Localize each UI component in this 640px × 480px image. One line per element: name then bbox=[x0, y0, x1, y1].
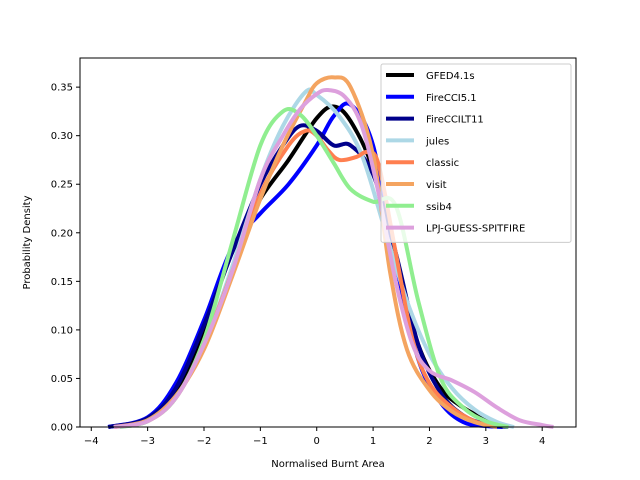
legend-label-jules: jules bbox=[425, 136, 449, 147]
legend-label-firecci5-1: FireCCI5.1 bbox=[426, 93, 477, 104]
plot-frame bbox=[79, 57, 577, 428]
plot-layer bbox=[107, 75, 554, 429]
y-tick-label: 0.00 bbox=[51, 423, 73, 434]
y-tick-label: 0.05 bbox=[51, 374, 73, 385]
x-tick-label: −1 bbox=[253, 436, 268, 447]
y-tick-label: 0.30 bbox=[51, 131, 73, 142]
y-tick-label: 0.25 bbox=[51, 180, 73, 191]
series-line-lpj-guess-spitfire bbox=[113, 87, 554, 429]
x-tick-label: 2 bbox=[426, 436, 432, 447]
legend-label-fireccilt11: FireCCILT11 bbox=[426, 115, 484, 126]
legend-label-visit: visit bbox=[426, 180, 447, 191]
x-tick-label: 0 bbox=[314, 436, 320, 447]
y-tick-label: 0.20 bbox=[51, 228, 73, 239]
y-tick-label: 0.15 bbox=[51, 277, 73, 288]
x-tick-label: 4 bbox=[539, 436, 545, 447]
x-tick-label: −3 bbox=[140, 436, 155, 447]
x-tick-label: 1 bbox=[370, 436, 376, 447]
legend-label-lpj-guess-spitfire: LPJ-GUESS-SPITFIRE bbox=[426, 224, 525, 235]
legend: GFED4.1s FireCCI5.1 FireCCILT11 jules classi… bbox=[380, 63, 572, 243]
y-tick-label: 0.35 bbox=[51, 83, 73, 94]
legend-label-classic: classic bbox=[426, 158, 459, 169]
legend-label-gfed4-1s: GFED4.1s bbox=[426, 71, 475, 82]
legend-box bbox=[380, 63, 572, 243]
legend-label-ssib4: ssib4 bbox=[426, 202, 452, 213]
x-tick-label: 3 bbox=[483, 436, 489, 447]
series-line-fireccilt11 bbox=[107, 123, 509, 429]
x-tick-label: −2 bbox=[197, 436, 212, 447]
axes-layer: −4 −3 −2 −1 0 1 2 3 4 0.00 0.05 0.10 0.15 0.20 0.25 0.3… bbox=[51, 57, 577, 447]
x-tick-label: −4 bbox=[84, 436, 99, 447]
x-axis-label: Normalised Burnt Area bbox=[271, 459, 384, 470]
series-line-gfed4-1s bbox=[113, 104, 510, 429]
y-axis-label: Probability Density bbox=[22, 195, 33, 289]
y-tick-label: 0.10 bbox=[51, 325, 73, 336]
